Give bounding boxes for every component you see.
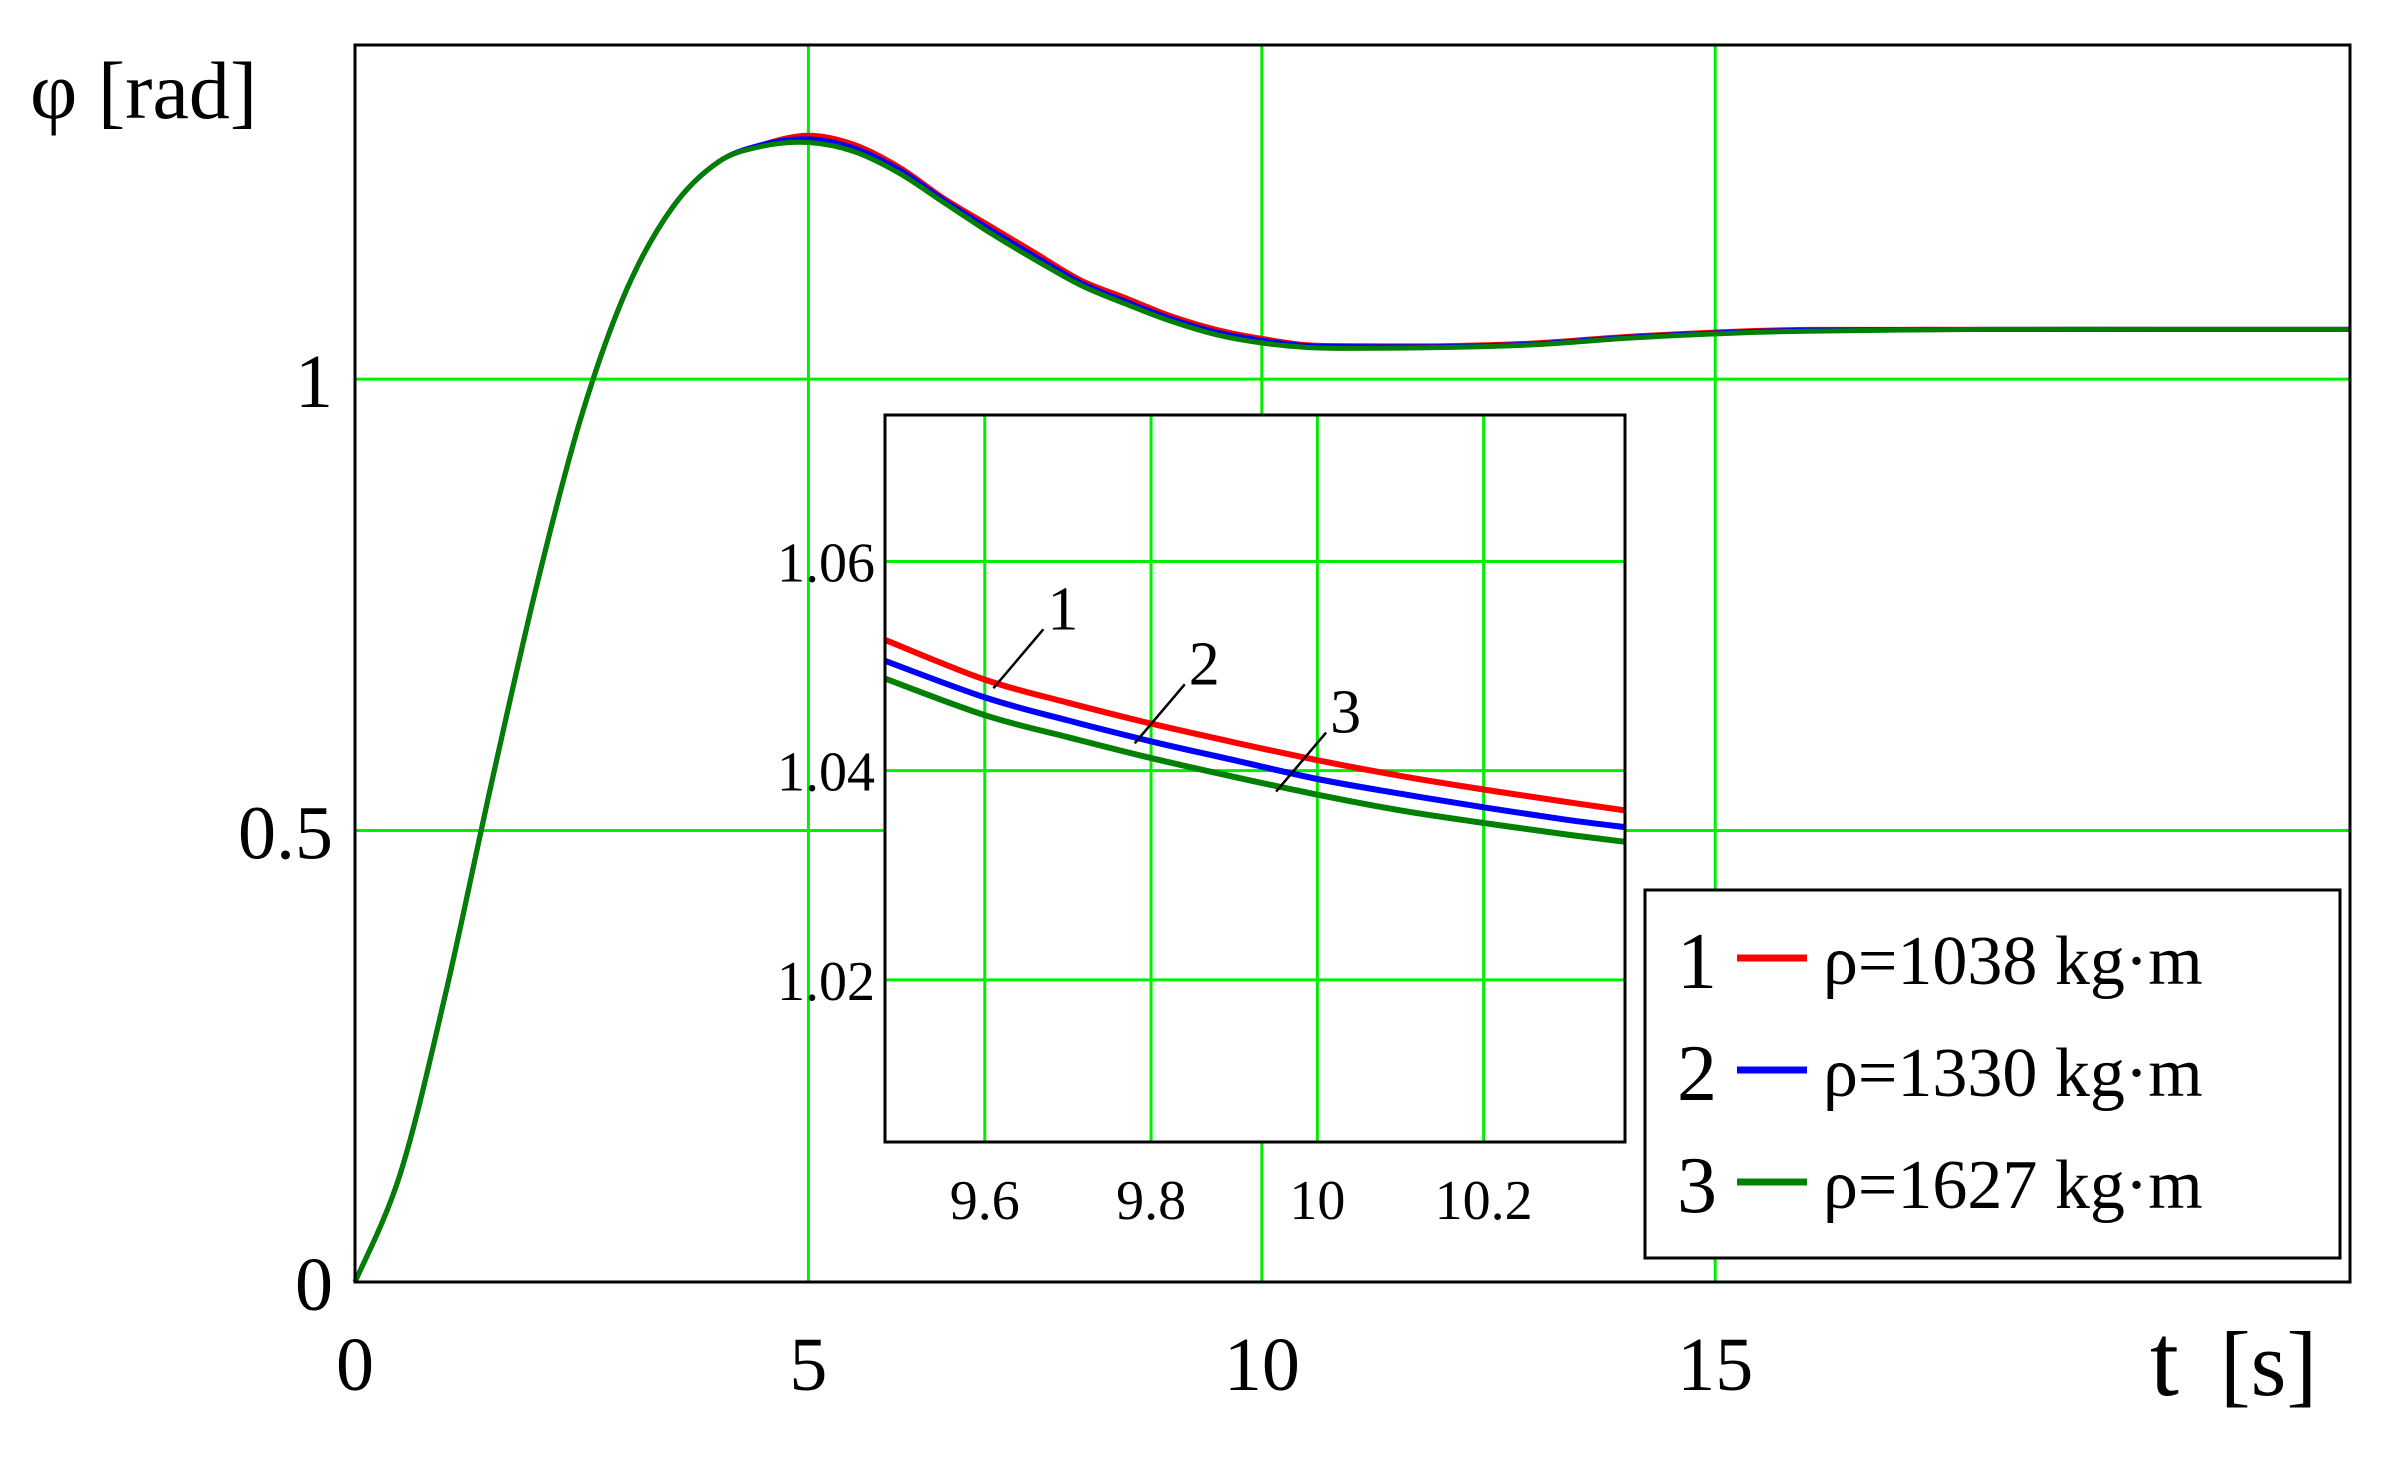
x-tick-label: 10 [1224, 1323, 1300, 1407]
legend-number: 3 [1677, 1142, 1717, 1230]
legend-label: ρ=1627 kg·m [1823, 1147, 2203, 1224]
annotation-leader-1 [992, 628, 1045, 690]
y-axis-label: φ [rad] [30, 45, 257, 136]
annotation-label-1: 1 [1047, 575, 1078, 643]
inset-annotations: 1 2 3 [992, 575, 1361, 793]
legend-number: 1 [1677, 918, 1717, 1006]
legend: 1 ρ=1038 kg·m 2 ρ=1330 kg·m 3 ρ=1627 kg·m [1643, 888, 2342, 1260]
inset-chart: 1 2 3 9.6 9.8 10 10.2 1.02 1.04 1.06 [777, 413, 1627, 1232]
annotation-label-3: 3 [1330, 679, 1361, 747]
y-tick-label: 1 [295, 340, 333, 424]
inset-series-line-2 [883, 657, 1626, 831]
inset-series [883, 637, 1626, 845]
inset-x-tick-label: 10.2 [1435, 1170, 1533, 1232]
x-tick-label: 15 [1677, 1323, 1753, 1407]
annotation-leader-3 [1275, 731, 1328, 793]
inset-y-tick-label: 1.02 [777, 951, 875, 1013]
inset-x-tick-label: 10 [1289, 1170, 1345, 1232]
inset-series-line-1 [883, 637, 1626, 814]
inset-x-tick-label: 9.6 [950, 1170, 1020, 1232]
legend-label: ρ=1038 kg·m [1823, 923, 2203, 1000]
inset-y-tick-label: 1.06 [777, 532, 875, 594]
inset-series-line-3 [883, 675, 1626, 845]
annotation-leader-2 [1133, 683, 1186, 745]
main-series [352, 132, 2350, 1283]
y-tick-label: 0.5 [238, 792, 333, 876]
inset-frame [883, 413, 1627, 1144]
legend-label: ρ=1330 kg·m [1823, 1035, 2203, 1112]
x-tick-label: 0 [336, 1323, 374, 1407]
series-line-3 [352, 139, 2350, 1283]
main-tick-labels: 0 5 10 15 0 0.5 1 [238, 340, 1753, 1407]
inset-tick-labels: 9.6 9.8 10 10.2 1.02 1.04 1.06 [777, 532, 1533, 1232]
inset-y-tick-label: 1.04 [777, 742, 875, 804]
inset-x-tick-label: 9.8 [1116, 1170, 1186, 1232]
main-plot-frame [353, 43, 2352, 1284]
x-tick-label: 5 [789, 1323, 827, 1407]
x-axis-label-variable: t [2150, 1303, 2179, 1418]
annotation-label-2: 2 [1189, 630, 1220, 698]
legend-box [1643, 888, 2342, 1260]
legend-number: 2 [1677, 1030, 1717, 1118]
y-tick-label: 0 [295, 1243, 333, 1327]
x-axis-label-unit: [s] [2220, 1313, 2317, 1415]
